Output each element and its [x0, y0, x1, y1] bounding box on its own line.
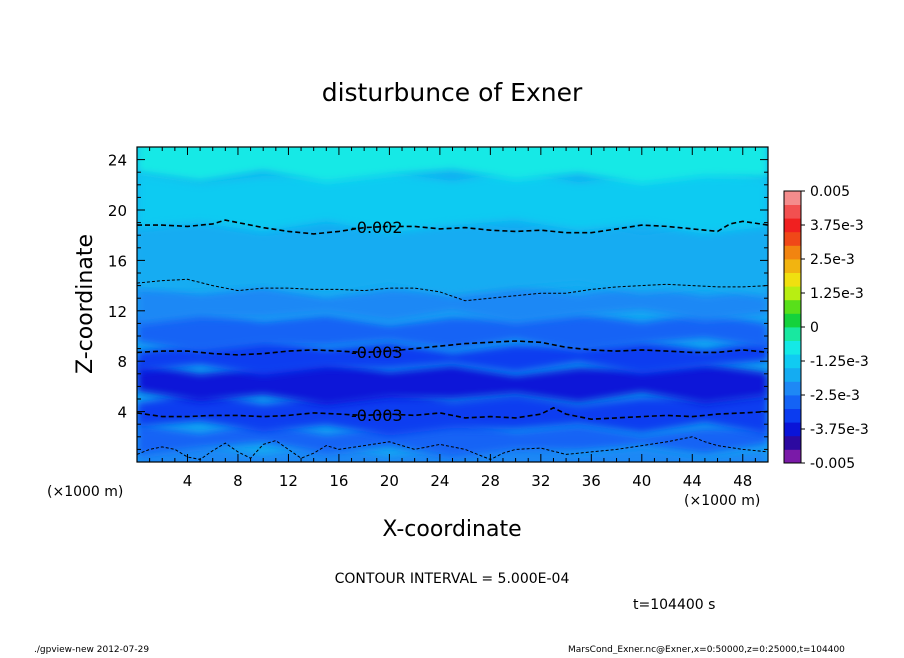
x-axis: 4 8 12 16 20 24 28 32 36 40 44 48 [149, 147, 756, 490]
color-band [137, 283, 768, 325]
colorbar-label: 2.5e-3 [810, 252, 855, 268]
colorbar-swatch [784, 340, 801, 355]
colorbar: 0.005 3.75e-3 2.5e-3 1.25e-3 0 -1.25e-3 -2.5e-… [783, 184, 869, 472]
contour-label: -0.002 [351, 218, 403, 237]
x-tick-label: 32 [531, 472, 550, 490]
y-tick-label: 24 [108, 152, 127, 170]
color-band [137, 310, 768, 353]
contour-line [137, 278, 768, 302]
colorbar-swatch [784, 422, 801, 437]
x-tick-label: 48 [733, 472, 752, 490]
colorbar-swatch [784, 354, 801, 369]
colorbar-swatch [784, 435, 801, 450]
colorbar-swatch [784, 259, 801, 273]
time-label: t=104400 s [633, 597, 715, 613]
footer-right: MarsCond_Exner.nc@Exner,x=0:50000,z=0:25… [568, 645, 845, 654]
x-axis-label: X-coordinate [382, 517, 521, 542]
x-tick-label: 16 [329, 472, 348, 490]
y-axis-label: Z-coordinate [73, 234, 98, 374]
colorbar-swatch [784, 327, 801, 341]
x-tick-label: 8 [233, 472, 243, 490]
chart-title: disturbunce of Exner [322, 78, 583, 107]
x-tick-label: 24 [430, 472, 449, 490]
y-unit-label: (×1000 m) [47, 484, 123, 500]
color-band [137, 391, 768, 436]
colorbar-swatch [784, 191, 801, 205]
colorbar-label: -0.005 [810, 456, 855, 472]
y-tick-label: 12 [108, 303, 127, 321]
x-tick-label: 40 [632, 472, 651, 490]
color-bands [137, 147, 768, 462]
y-tick-label: 16 [108, 252, 127, 270]
color-band [137, 338, 768, 376]
contour-lines [137, 219, 768, 461]
color-band [137, 147, 768, 184]
contour-labels: -0.002 -0.003 -0.003 [351, 218, 403, 425]
contour-line [137, 219, 768, 235]
contour-interval: CONTOUR INTERVAL = 5.000E-04 [335, 571, 570, 587]
colorbar-swatch [784, 381, 801, 396]
colorbar-label: -3.75e-3 [810, 422, 869, 438]
colorbar-label: 0 [810, 320, 819, 336]
y-tick-label: 20 [108, 202, 127, 220]
contour-label: -0.003 [351, 343, 403, 362]
contour-label: -0.003 [351, 406, 403, 425]
x-tick-label: 20 [380, 472, 399, 490]
colorbar-swatch [784, 299, 801, 314]
colorbar-swatch [784, 408, 801, 423]
colorbar-swatch [784, 367, 801, 382]
colorbar-swatch [784, 272, 801, 287]
y-tick-label: 4 [117, 404, 127, 422]
colorbar-label: -1.25e-3 [810, 354, 869, 370]
colorbar-swatch [784, 204, 801, 219]
colorbar-swatch [784, 286, 801, 301]
color-band [137, 220, 768, 297]
contour-line [137, 436, 768, 461]
y-axis: 4 8 12 16 20 24 [108, 152, 768, 450]
colorbar-swatch [784, 313, 801, 328]
colorbar-swatch [784, 218, 801, 233]
contour-line [137, 406, 768, 421]
colorbar-swatch [784, 395, 801, 409]
color-band [137, 169, 768, 234]
contour-line [137, 340, 768, 356]
color-band [137, 361, 768, 406]
y-tick-label: 8 [117, 353, 127, 371]
colorbar-swatch [784, 245, 801, 260]
colorbar-swatch [784, 231, 801, 246]
colorbar-label: 1.25e-3 [810, 286, 864, 302]
colorbar-label: 3.75e-3 [810, 218, 864, 234]
colorbar-label: -2.5e-3 [810, 388, 860, 404]
colorbar-swatch [784, 449, 801, 464]
x-tick-label: 12 [279, 472, 298, 490]
x-tick-label: 44 [683, 472, 702, 490]
footer-left: ./gpview-new 2012-07-29 [34, 645, 149, 654]
color-band [137, 421, 768, 457]
x-tick-label: 4 [183, 472, 193, 490]
colorbar-label: 0.005 [810, 184, 850, 200]
x-unit-label: (×1000 m) [684, 493, 760, 509]
x-tick-label: 28 [481, 472, 500, 490]
x-tick-label: 36 [582, 472, 601, 490]
